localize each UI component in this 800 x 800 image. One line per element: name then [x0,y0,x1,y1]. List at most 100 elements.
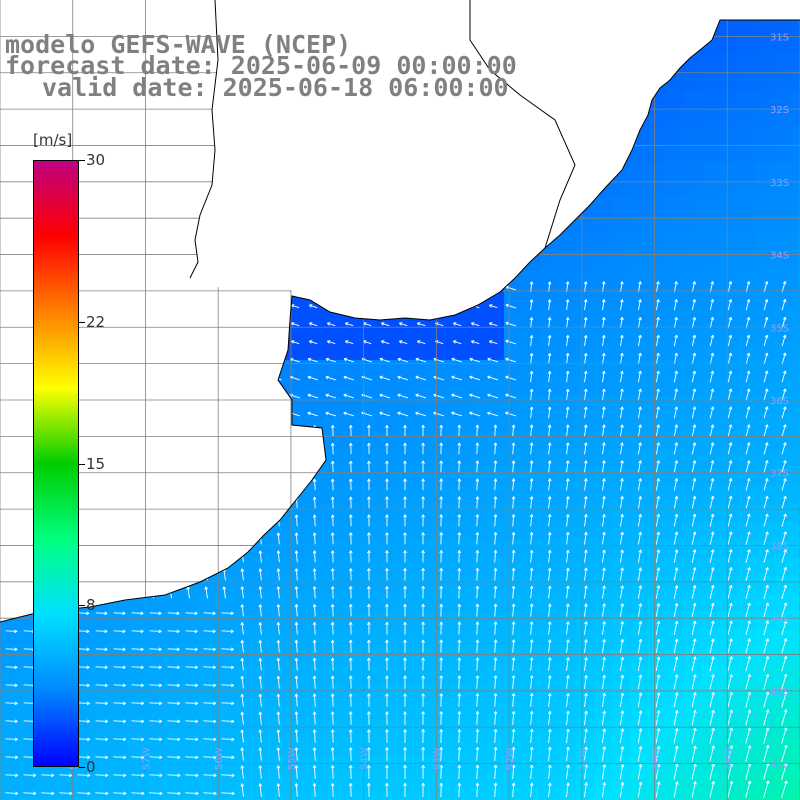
wind-cell [648,234,667,253]
wind-cell [702,684,721,703]
wind-arrow [619,460,623,473]
wind-arrow-head [87,773,91,778]
wind-cell [720,486,739,505]
wind-arrow [745,513,750,527]
wind-cell [162,666,181,685]
wind-arrow-head [674,727,679,732]
wind-arrow-head [439,460,444,464]
wind-arrow-head [258,532,263,536]
wind-arrow [314,514,316,527]
wind-cell [540,594,559,613]
wind-cell [306,306,325,325]
wind-cell [522,270,541,289]
wind-arrow-head [348,425,353,429]
wind-arrow-head [710,316,715,321]
wind-cell [684,558,703,577]
wind-cell [774,54,793,73]
wind-arrow-head [195,719,199,724]
wind-arrow [763,424,768,437]
wind-cell [630,234,649,253]
wind-arrow [187,515,190,527]
longitude-label: 53W [432,747,443,770]
wind-arrow [332,693,334,707]
wind-cell [72,792,91,800]
wind-arrow [114,497,119,509]
wind-cell [162,522,181,541]
wind-arrow-head [547,532,552,536]
wind-arrow [24,461,29,472]
wind-arrow [602,370,605,383]
wind-arrow [187,533,190,545]
wind-cell [684,360,703,379]
wind-cell [648,612,667,631]
wind-cell [684,666,703,685]
wind-arrow-head [475,478,480,482]
wind-arrow-head [711,674,715,678]
wind-arrow [763,620,769,636]
wind-arrow-head [457,603,462,607]
wind-arrow-head [548,764,552,768]
wind-arrow-head [271,393,275,398]
wind-cell [90,630,109,649]
wind-arrow [655,567,660,581]
wind-arrow [727,656,733,672]
wind-arrow [169,461,172,473]
wind-arrow [691,352,696,365]
wind-cell [162,540,181,559]
wind-arrow-head [475,729,480,733]
wind-arrow-head [421,639,425,643]
wind-arrow-head [114,533,118,537]
wind-cell [216,756,235,775]
wind-arrow-head [601,281,606,285]
wind-arrow-head [584,746,588,750]
wind-arrow-head [122,629,126,634]
wind-arrow [505,322,517,327]
wind-arrow [20,358,30,363]
wind-arrow-head [330,729,335,733]
wind-cell [738,324,757,343]
wind-arrow [147,340,156,345]
wind-arrow-head [276,496,281,500]
wind-arrow-head [493,514,498,518]
wind-arrow-head [385,657,389,661]
wind-cell [234,450,253,469]
wind-arrow-head [312,514,317,518]
wind-arrow-head [710,478,715,482]
wind-cell [234,630,253,649]
wind-arrow-head [96,425,100,430]
wind-arrow [691,281,696,293]
wind-cell [720,216,739,235]
wind-arrow-head [511,549,516,554]
wind-arrow-head [566,657,570,661]
wind-arrow-head [475,550,480,554]
wind-cell [90,360,109,379]
wind-arrow-head [240,550,245,554]
wind-arrow-head [747,620,751,624]
wind-arrow [379,412,391,417]
wind-arrow [566,746,569,762]
wind-arrow [584,514,587,527]
wind-cell [126,486,145,505]
wind-cell [594,414,613,433]
wind-arrow-head [470,340,475,344]
wind-arrow [199,394,210,399]
wind-arrow-head [132,515,136,519]
wind-arrow [745,656,751,672]
wind-cell [126,576,145,595]
wind-arrow-head [547,442,552,446]
wind-arrow [637,639,642,654]
wind-cell [630,720,649,739]
wind-cell [252,306,271,325]
wind-arrow [241,765,244,779]
wind-arrow-head [367,657,371,661]
wind-arrow-head [177,719,181,724]
wind-cell [270,342,289,361]
wind-cell [108,342,127,361]
wind-cell [522,594,541,613]
wind-arrow [113,720,126,722]
wind-cell [378,576,397,595]
wind-arrow [619,710,624,726]
wind-cell [486,558,505,577]
wind-arrow [691,460,696,473]
wind-arrow-head [5,515,10,519]
